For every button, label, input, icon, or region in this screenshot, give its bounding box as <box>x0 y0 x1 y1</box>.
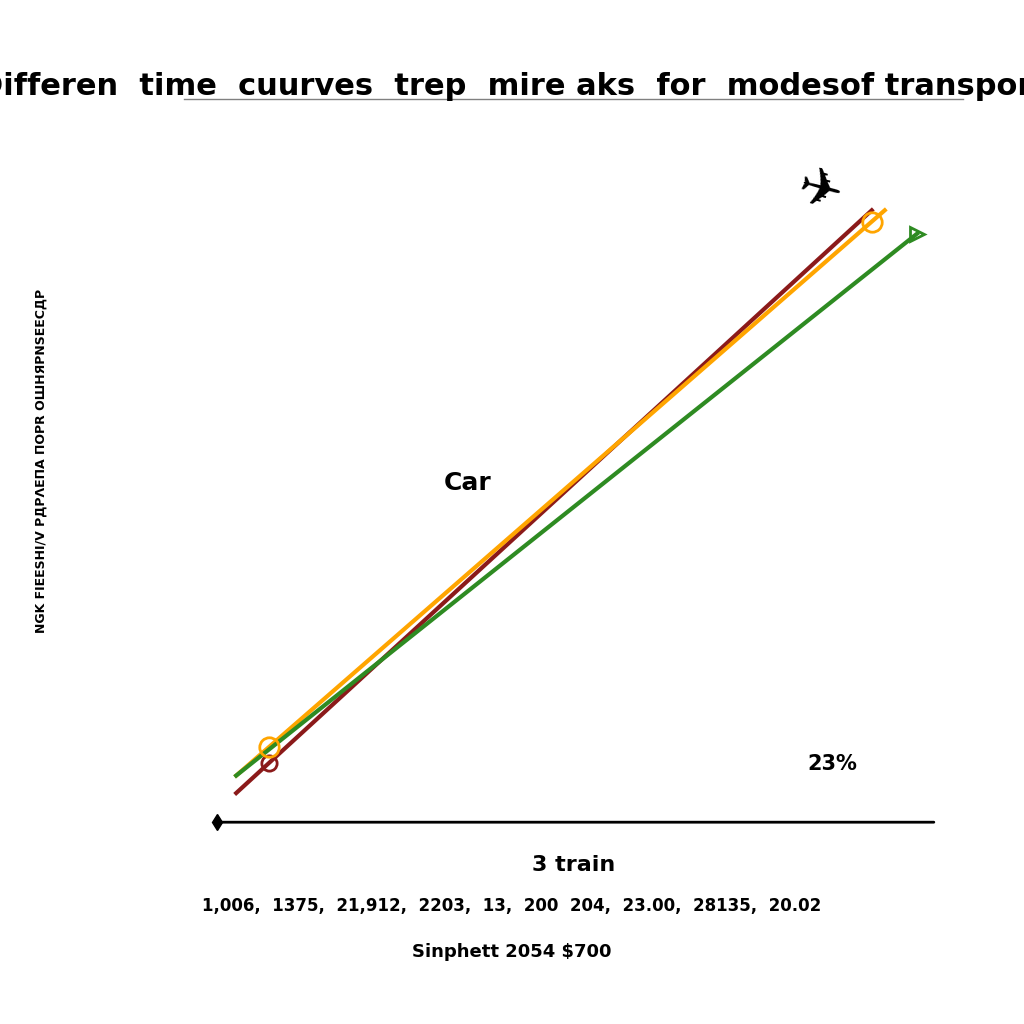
Text: NGK FIEESHI/V РДPΛЕПA ПОPR OШHЯPNSЕЕСДР: NGK FIEESHI/V РДPΛЕПA ПОPR OШHЯPNSЕЕСДР <box>35 289 47 633</box>
Text: ✈: ✈ <box>792 162 848 223</box>
Text: 3 train: 3 train <box>531 855 615 876</box>
Text: 23%: 23% <box>807 754 857 774</box>
Text: Sinphett 2054 $700: Sinphett 2054 $700 <box>413 943 611 962</box>
Text: 1,006,  1375,  21,912,  2203,  13,  200  204,  23.00,  28135,  20.02: 1,006, 1375, 21,912, 2203, 13, 200 204, … <box>203 897 821 915</box>
Text: Differen  time  cuurves  trep  mire aks  for  modesof transport: Differen time cuurves trep mire aks for … <box>0 72 1024 100</box>
Text: Car: Car <box>443 471 492 495</box>
